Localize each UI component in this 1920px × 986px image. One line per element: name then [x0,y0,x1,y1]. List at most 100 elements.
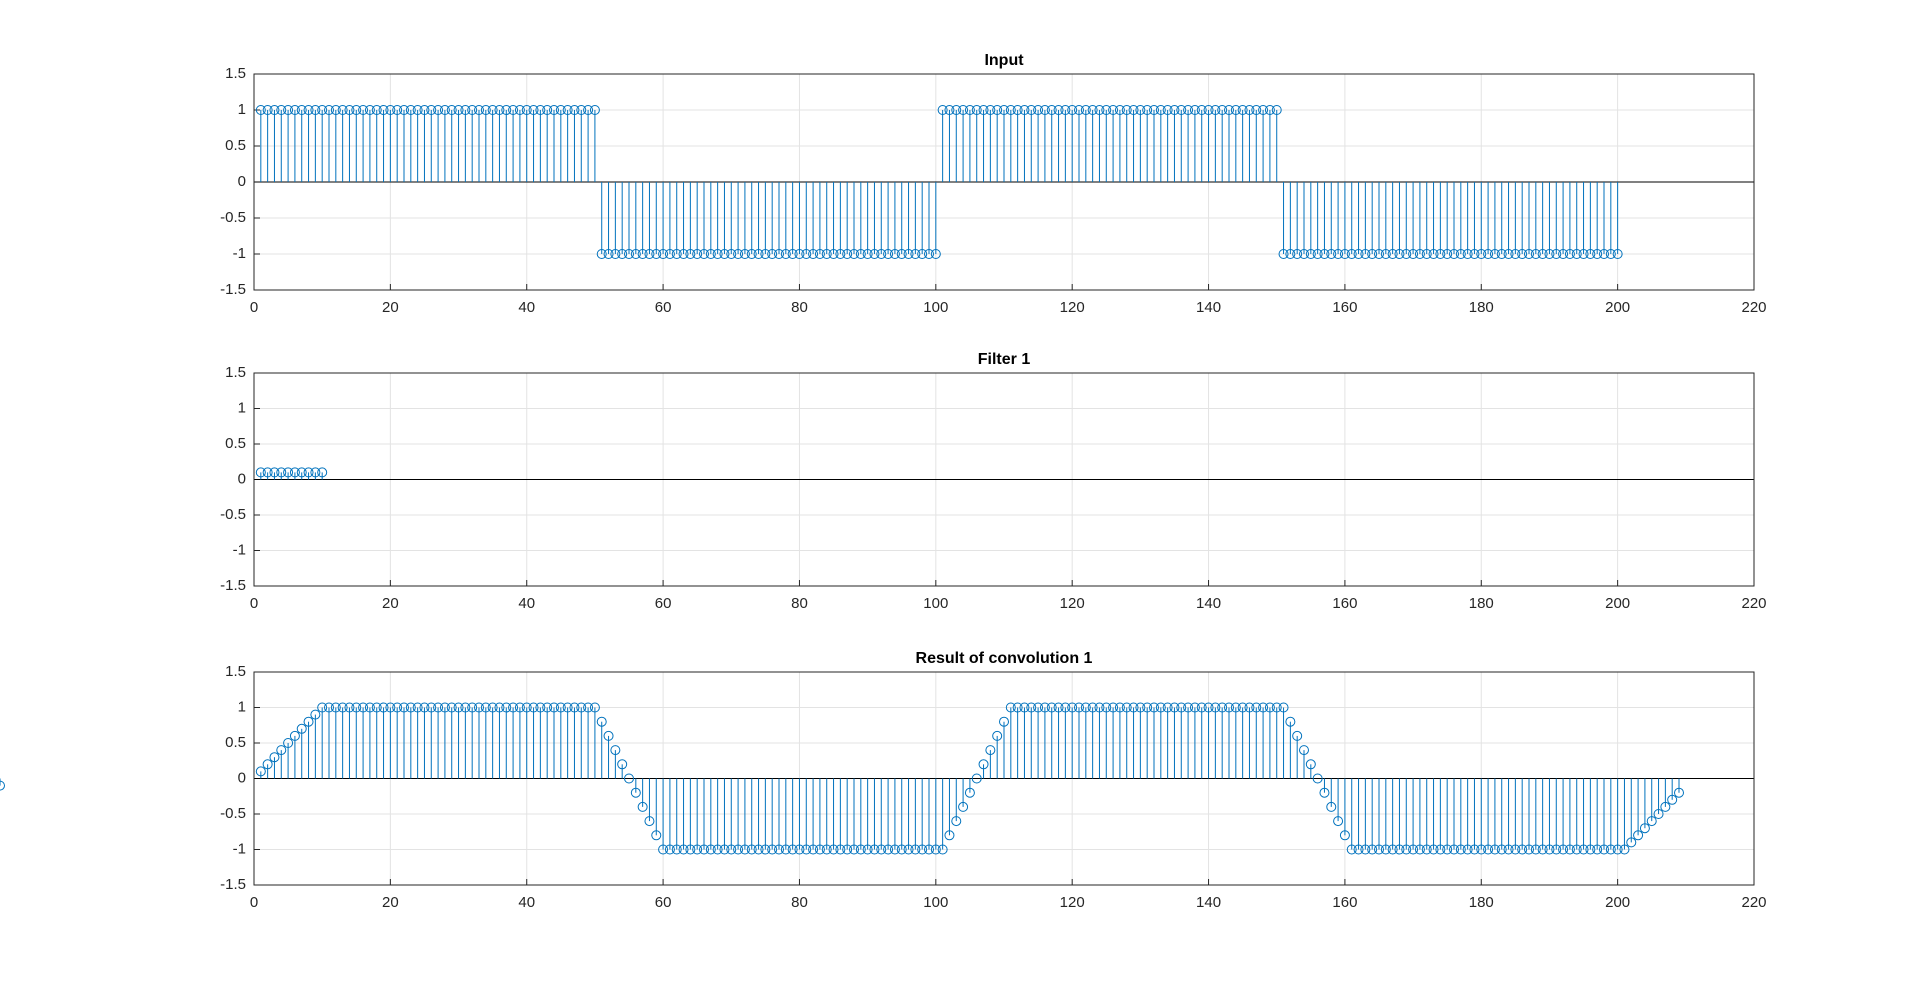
x-tick-label: 200 [1605,894,1630,911]
stem-marker [617,759,628,770]
stem-marker [739,844,750,855]
stem-marker [324,702,334,713]
stem-marker [1292,249,1303,259]
stem-marker [1251,105,1262,115]
stem-marker [426,105,437,115]
x-tick-label: 80 [791,894,808,911]
stem-marker [364,702,375,713]
stem-marker [603,249,614,259]
x-tick-label: 140 [1196,894,1221,911]
x-tick-label: 80 [791,299,808,316]
stem-marker [787,844,798,855]
stem-marker [474,702,484,713]
stem-marker [780,844,791,855]
x-tick-label: 60 [655,299,672,316]
stem-marker [1135,702,1146,713]
x-tick-label: 0 [250,595,258,612]
stem-marker [1319,787,1330,798]
stem-marker [808,844,819,855]
stem-marker [958,105,969,115]
stem-marker [1128,105,1139,115]
stem-marker [480,702,491,713]
stem-marker [951,816,962,827]
stem-marker [671,249,682,259]
stem-marker [521,105,532,115]
y-tick-label: 0 [238,173,246,190]
stem-marker [1142,105,1153,115]
stem-marker [1101,105,1112,115]
stem-marker [910,249,921,259]
stem-marker [746,249,757,259]
stem-marker [1496,249,1507,259]
stem-marker [371,105,382,115]
stem-marker [446,702,457,713]
stem-marker [1183,105,1194,115]
stem-marker [1408,844,1419,855]
stem-marker [944,105,955,115]
stem-marker [1592,249,1603,259]
stem-marker [630,787,641,798]
axes-box [253,73,1755,291]
stem-marker [1114,702,1125,713]
stem-marker [999,716,1009,727]
stem-marker [1421,844,1432,855]
stem-marker [317,105,328,115]
stem-marker [1149,105,1159,115]
stem-marker [978,759,989,770]
stem-marker [746,844,757,855]
stem-marker [1312,773,1323,784]
stem-marker [1633,830,1644,841]
stem-marker [801,844,812,855]
stem-marker [494,702,505,713]
stem-marker [978,105,989,115]
stem-marker [1162,702,1173,713]
stem-marker [692,249,703,259]
stem-marker [555,105,566,115]
stem-marker [1510,844,1521,855]
stem-marker [1080,702,1091,713]
stem-marker [1510,249,1521,259]
stem-marker [801,249,812,259]
stem-marker [733,249,744,259]
stem-marker [1183,702,1194,713]
stem-marker [255,105,266,115]
stem-marker [1339,249,1350,259]
stem-marker [869,844,880,855]
x-tick-label: 20 [382,894,399,911]
stem-marker [1305,759,1316,770]
stem-marker [583,702,594,713]
stem-marker [1142,702,1153,713]
stem-marker [917,249,928,259]
stem-marker [1108,105,1119,115]
stem-marker [344,105,355,115]
stem-marker [399,702,409,713]
x-tick-label: 140 [1196,299,1221,316]
stem-marker [303,467,314,478]
stem-marker [337,702,348,713]
stem-marker [699,844,709,855]
stem-marker [1005,105,1016,115]
stem-marker [1571,249,1582,259]
stem-marker [1667,794,1678,805]
stem-marker [1387,249,1398,259]
stem-marker [637,249,648,259]
stem-marker [664,249,675,259]
stem-marker [453,702,464,713]
stem-marker [276,467,287,478]
stem-marker [767,249,778,259]
stem-marker [1517,249,1528,259]
stem-marker [1319,249,1330,259]
stem-marker [514,702,525,713]
stem-marker [678,844,689,855]
stem-marker [658,249,669,259]
stem-marker [276,105,287,115]
x-tick-label: 180 [1469,299,1494,316]
stem-marker [446,105,457,115]
stem-marker [1196,105,1207,115]
stem-marker [719,249,730,259]
stem-marker [262,105,273,115]
stem-marker [1237,702,1248,713]
stem-marker [1537,249,1548,259]
x-tick-label: 80 [791,595,808,612]
stem-marker [1299,745,1309,756]
